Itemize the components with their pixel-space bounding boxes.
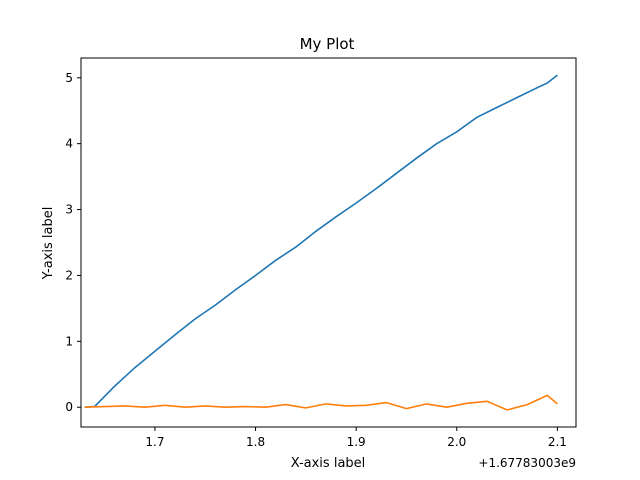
x-offset-label: +1.67783003e9 — [478, 456, 576, 470]
chart-title: My Plot — [300, 35, 355, 53]
y-axis: 0 1 2 3 4 5 — [65, 71, 81, 414]
x-axis-label: X-axis label — [291, 456, 366, 471]
x-tick-label: 1.7 — [145, 435, 164, 449]
y-tick-label: 3 — [65, 203, 73, 217]
x-tick-label: 2.1 — [548, 435, 567, 449]
y-tick-label: 0 — [65, 400, 73, 414]
y-tick-label: 4 — [65, 137, 73, 151]
series-lines — [84, 74, 558, 411]
x-tick-label: 1.9 — [347, 435, 366, 449]
x-tick-label: 2.0 — [447, 435, 466, 449]
plot-frame — [80, 57, 577, 428]
x-axis: 1.7 1.8 1.9 2.0 2.1 — [145, 427, 567, 449]
y-tick-label: 1 — [65, 334, 73, 348]
y-tick-label: 5 — [65, 71, 73, 85]
series-line-2 — [84, 394, 558, 411]
y-tick-label: 2 — [65, 268, 73, 282]
x-tick-label: 1.8 — [246, 435, 265, 449]
y-axis-label: Y-axis label — [41, 207, 56, 281]
series-line-1 — [84, 74, 558, 408]
